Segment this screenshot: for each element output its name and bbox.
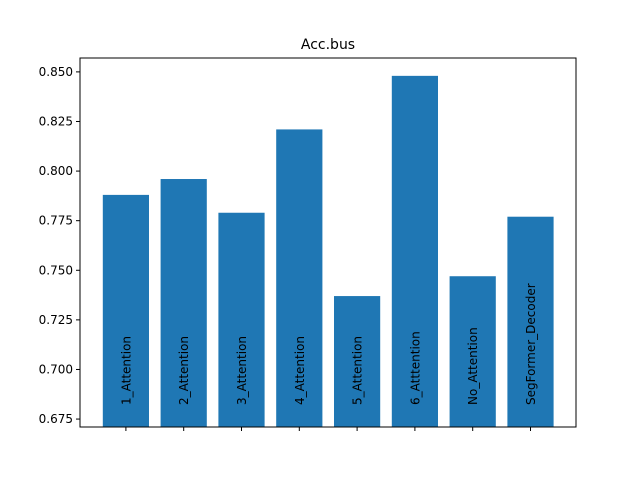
y-tick-label: 0.675: [39, 412, 73, 426]
bar-5-attention: [334, 296, 381, 427]
bar-1-attention: [102, 194, 149, 427]
bar-label: 5_Attention: [351, 336, 365, 405]
bar-2-attention: [160, 179, 207, 427]
bar-label: 1_Attention: [119, 336, 133, 405]
y-axis: 0.675 0.700 0.725 0.750 0.775 0.800 0.825 0.850: [39, 65, 80, 426]
bar-labels-group: 1_Attention 2_Attention 3_Attention 4_Atten…: [119, 283, 538, 405]
bar-label: 4_Attention: [293, 336, 307, 405]
y-tick-label: 0.725: [39, 313, 73, 327]
bar-no-attention: [449, 276, 496, 427]
y-tick-label: 0.800: [39, 164, 73, 178]
bar-segformer-decoder: [507, 216, 554, 427]
x-axis: [125, 427, 531, 431]
bar-4-attention: [276, 129, 323, 427]
bar-label: No_Attention: [466, 327, 480, 405]
y-tick-label: 0.850: [39, 65, 73, 79]
bar-3-attention: [218, 212, 265, 427]
bar-label: 2_Attention: [177, 336, 191, 405]
chart-title: Acc.bus: [301, 37, 355, 53]
bar-6-atttention: [391, 75, 438, 428]
y-tick-label: 0.825: [39, 114, 73, 128]
plot-frame: [79, 57, 577, 428]
bar-label: 3_Attention: [235, 336, 249, 405]
bar-label: 6_Atttention: [408, 331, 422, 405]
y-tick-label: 0.750: [39, 263, 73, 277]
y-tick-label: 0.775: [39, 214, 73, 228]
y-tick-label: 0.700: [39, 362, 73, 376]
bar-label: SegFormer_Decoder: [524, 283, 538, 405]
bars-group: [102, 75, 554, 428]
